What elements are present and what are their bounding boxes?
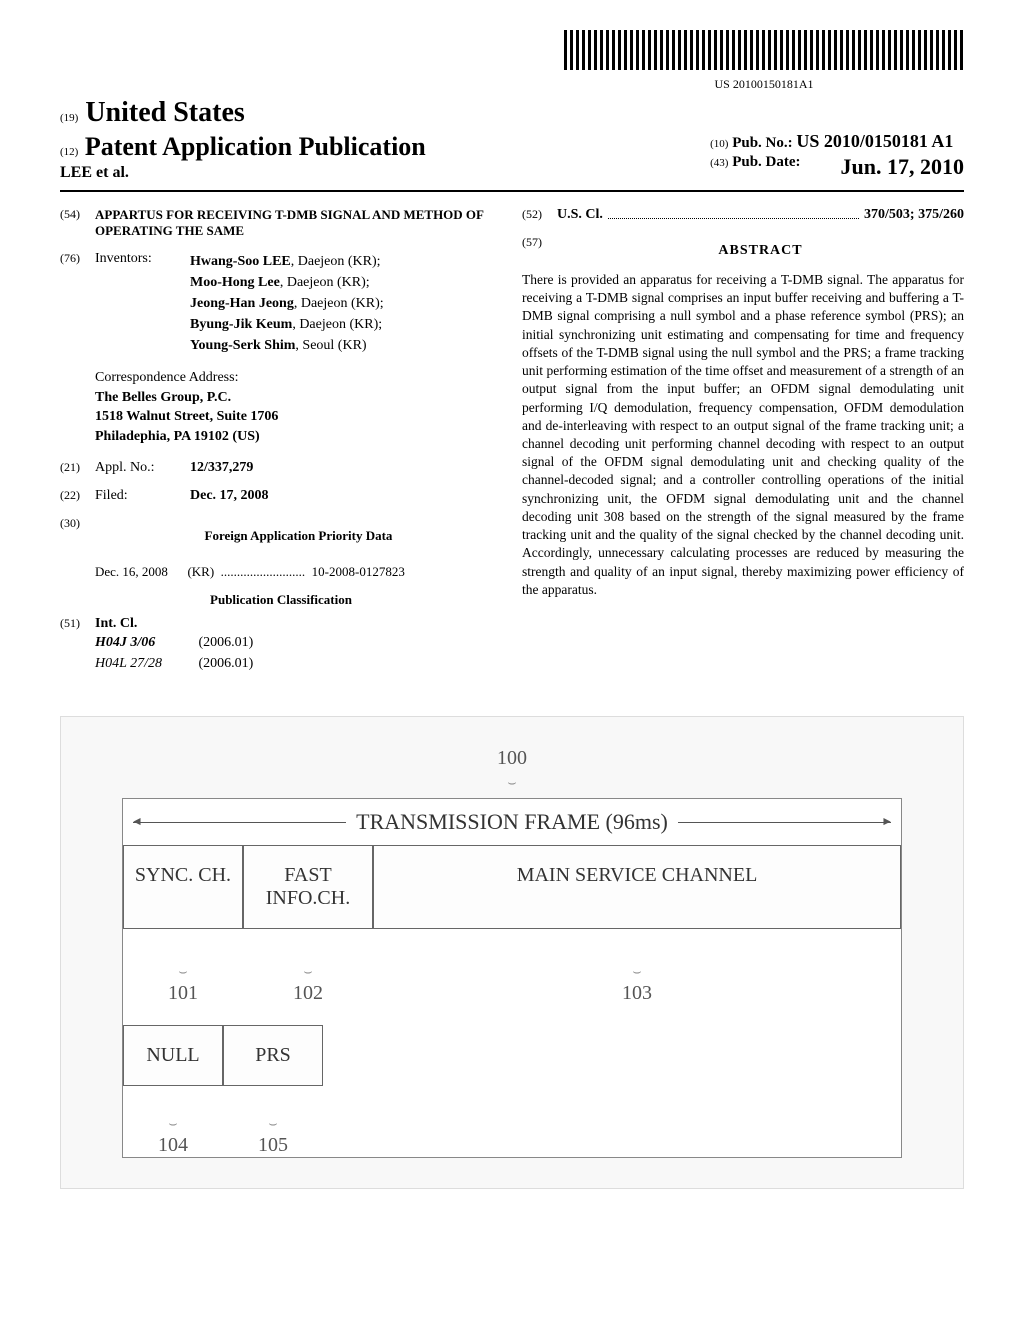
pubdate-label: Pub. Date: — [732, 154, 800, 170]
box-sync: SYNC. CH. — [123, 845, 243, 929]
inventor-name: Byung-Jik Keum — [190, 317, 292, 332]
abs-field: (57) ABSTRACT — [522, 235, 964, 267]
frame-outer: TRANSMISSION FRAME (96ms) SYNC. CH. FAST… — [122, 798, 902, 1158]
code-51: (51) — [60, 616, 95, 674]
code-19: (19) — [60, 112, 78, 124]
ref-row-1: ⌣101 ⌣102 ⌣103 — [123, 959, 901, 1005]
inventor-name: Moo-Hong Lee — [190, 275, 280, 290]
pubno-label: Pub. No.: — [732, 135, 792, 151]
pub-right: (10) Pub. No.: US 2010/0150181 A1 (43) P… — [710, 129, 964, 182]
fap-country: (KR) — [187, 564, 214, 579]
code-30: (30) — [60, 516, 95, 552]
corr-street: 1518 Walnut Street, Suite 1706 — [95, 407, 502, 427]
left-column: (54) APPARTUS FOR RECEIVING T-DMB SIGNAL… — [60, 207, 502, 686]
transmission-label: TRANSMISSION FRAME (96ms) — [123, 799, 901, 845]
pub-type: Patent Application Publication — [85, 132, 426, 161]
intcl-year: (2006.01) — [199, 656, 254, 671]
inventors-list: Hwang-Soo LEE, Daejeon (KR); Moo-Hong Le… — [190, 251, 502, 356]
inventor-loc: , Daejeon (KR); — [292, 317, 382, 332]
ref-105: ⌣105 — [223, 1111, 323, 1157]
ref-102: ⌣102 — [243, 959, 373, 1005]
code-76: (76) — [60, 251, 95, 356]
frame-row-1: SYNC. CH. FAST INFO.CH. MAIN SERVICE CHA… — [123, 845, 901, 929]
corr-name: The Belles Group, P.C. — [95, 388, 502, 408]
ref-104: ⌣104 — [123, 1111, 223, 1157]
box-prs: PRS — [223, 1025, 323, 1086]
code-22: (22) — [60, 488, 95, 504]
priority-line: Dec. 16, 2008 (KR) .....................… — [95, 564, 502, 580]
inventors-field: (76) Inventors: Hwang-Soo LEE, Daejeon (… — [60, 251, 502, 356]
inventors-label: Inventors: — [95, 251, 190, 356]
content: (54) APPARTUS FOR RECEIVING T-DMB SIGNAL… — [60, 207, 964, 686]
code-54: (54) — [60, 207, 95, 239]
barcode-graphic — [564, 30, 964, 70]
intcl-label: Int. Cl. — [95, 616, 502, 632]
appl-label: Appl. No.: — [95, 460, 190, 476]
code-57: (57) — [522, 235, 557, 267]
intcl-year: (2006.01) — [199, 635, 254, 650]
uscl-field: (52) U.S. Cl. 370/503; 375/260 — [522, 207, 964, 223]
abstract-heading: ABSTRACT — [557, 243, 964, 259]
corr-label: Correspondence Address: — [95, 368, 502, 388]
abstract-text: There is provided an apparatus for recei… — [522, 271, 964, 599]
ref-100: 100 ⌣ — [81, 747, 943, 793]
fap-field: (30) Foreign Application Priority Data — [60, 516, 502, 552]
fap-date: Dec. 16, 2008 — [95, 564, 168, 579]
pubclass-heading: Publication Classification — [60, 592, 502, 608]
appl-field: (21) Appl. No.: 12/337,279 — [60, 460, 502, 476]
pub-title: (12) Patent Application Publication — [60, 132, 426, 162]
filed-date: Dec. 17, 2008 — [190, 488, 502, 504]
uscl-label: U.S. Cl. — [557, 207, 603, 223]
pub-left: (12) Patent Application Publication LEE … — [60, 132, 426, 182]
ref-row-2: ⌣104 ⌣105 — [123, 1111, 901, 1157]
code-52: (52) — [522, 207, 557, 223]
frame-row-2: NULL PRS — [123, 1025, 901, 1086]
ref-103: ⌣103 — [373, 959, 901, 1005]
inventor-loc: , Daejeon (KR); — [280, 275, 370, 290]
country-line: (19) United States — [60, 97, 964, 129]
invention-title: APPARTUS FOR RECEIVING T-DMB SIGNAL AND … — [95, 207, 502, 239]
dots — [608, 207, 859, 219]
filed-field: (22) Filed: Dec. 17, 2008 — [60, 488, 502, 504]
inventor-name: Hwang-Soo LEE — [190, 254, 291, 269]
pubno: US 2010/0150181 A1 — [796, 131, 953, 151]
header: (19) United States (12) Patent Applicati… — [60, 97, 964, 192]
right-column: (52) U.S. Cl. 370/503; 375/260 (57) ABST… — [522, 207, 964, 686]
country: United States — [85, 97, 244, 128]
pubdate: Jun. 17, 2010 — [841, 154, 964, 180]
filed-label: Filed: — [95, 488, 190, 504]
fap-no: 10-2008-0127823 — [312, 564, 405, 579]
code-21: (21) — [60, 460, 95, 476]
correspondence: Correspondence Address: The Belles Group… — [95, 368, 502, 446]
intcl-code: H04J 3/06 — [95, 632, 195, 653]
figure: 100 ⌣ TRANSMISSION FRAME (96ms) SYNC. CH… — [60, 716, 964, 1189]
corr-city: Philadephia, PA 19102 (US) — [95, 427, 502, 447]
title-field: (54) APPARTUS FOR RECEIVING T-DMB SIGNAL… — [60, 207, 502, 239]
intcl-field: (51) Int. Cl. H04J 3/06 (2006.01) H04L 2… — [60, 616, 502, 674]
code-12: (12) — [60, 146, 78, 158]
barcode-area: US 20100150181A1 — [60, 30, 964, 92]
trans-label-text: TRANSMISSION FRAME (96ms) — [356, 809, 668, 835]
ref-101: ⌣101 — [123, 959, 243, 1005]
intcl-code: H04L 27/28 — [95, 653, 195, 674]
barcode-text: US 20100150181A1 — [564, 77, 964, 92]
pub-line: (12) Patent Application Publication LEE … — [60, 129, 964, 182]
box-main: MAIN SERVICE CHANNEL — [373, 845, 901, 929]
fap-heading: Foreign Application Priority Data — [95, 528, 502, 544]
code-10: (10) — [710, 138, 728, 150]
code-43: (43) — [710, 157, 728, 169]
inventor-loc: , Daejeon (KR); — [291, 254, 381, 269]
appl-no: 12/337,279 — [190, 460, 502, 476]
box-fast: FAST INFO.CH. — [243, 845, 373, 929]
box-null: NULL — [123, 1025, 223, 1086]
authors: LEE et al. — [60, 164, 426, 182]
uscl-val: 370/503; 375/260 — [864, 207, 964, 223]
inventor-loc: , Seoul (KR) — [295, 338, 366, 353]
inventor-loc: , Daejeon (KR); — [294, 296, 384, 311]
ref-100-label: 100 — [497, 747, 527, 769]
inventor-name: Young-Serk Shim — [190, 338, 295, 353]
inventor-name: Jeong-Han Jeong — [190, 296, 294, 311]
